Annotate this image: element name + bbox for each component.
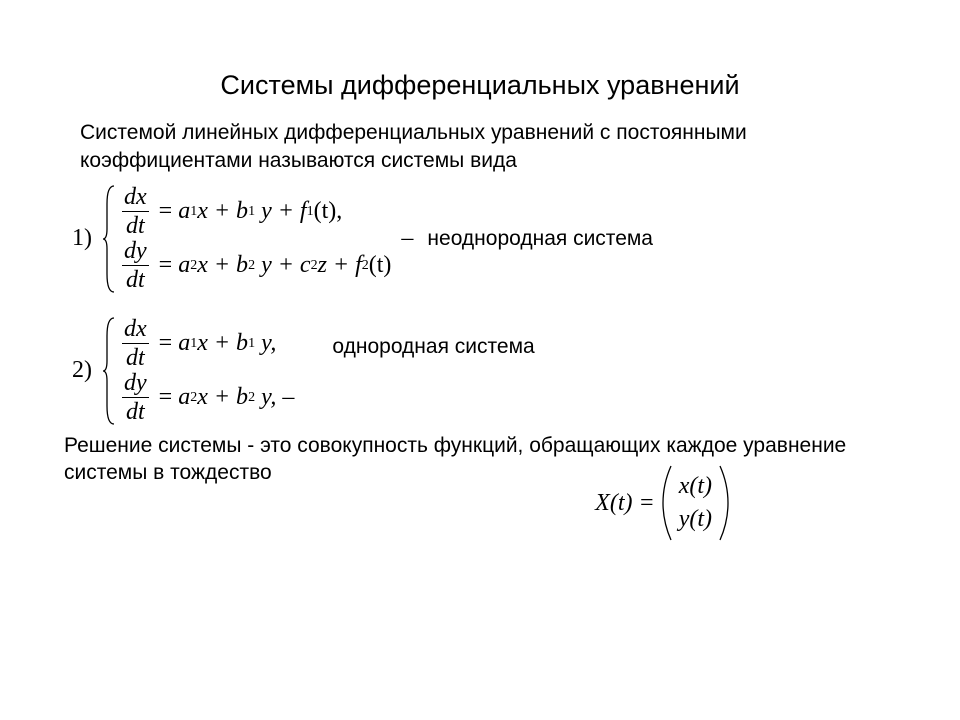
system-2: 2) dxdt = a1 x + b1 y, dydt = a2 — [72, 316, 900, 426]
label-nonhomogeneous: неоднородная система — [427, 227, 653, 251]
enum-2: 2) — [72, 357, 92, 384]
sys1-eq2: dydt = a2 x + b2 y + c2 z + f2 (t) — [118, 239, 391, 293]
system-1: 1) dxdt = a1 x + b1 y + f1 (t), dydt — [72, 184, 900, 294]
vector-r1: x(t) — [679, 470, 712, 504]
sys2-eq1: dxdt = a1 x + b1 y, — [118, 317, 294, 371]
brace-icon — [102, 184, 116, 294]
paren-right-icon — [718, 464, 730, 542]
sys2-eq2: dydt = a2 x + b2 y, – — [118, 371, 294, 425]
brace-icon — [102, 316, 116, 426]
intro-text: Системой линейных дифференциальных уравн… — [80, 119, 900, 176]
vector-r2: y(t) — [679, 503, 712, 537]
paren-left-icon — [661, 464, 673, 542]
dash-1: – — [401, 225, 413, 252]
vector-lhs: X(t) = — [595, 490, 655, 517]
page-title: Системы дифференциальных уравнений — [60, 70, 900, 101]
sys1-eq1: dxdt = a1 x + b1 y + f1 (t), — [118, 185, 391, 239]
enum-1: 1) — [72, 225, 92, 252]
label-homogeneous: однородная система — [332, 335, 534, 359]
